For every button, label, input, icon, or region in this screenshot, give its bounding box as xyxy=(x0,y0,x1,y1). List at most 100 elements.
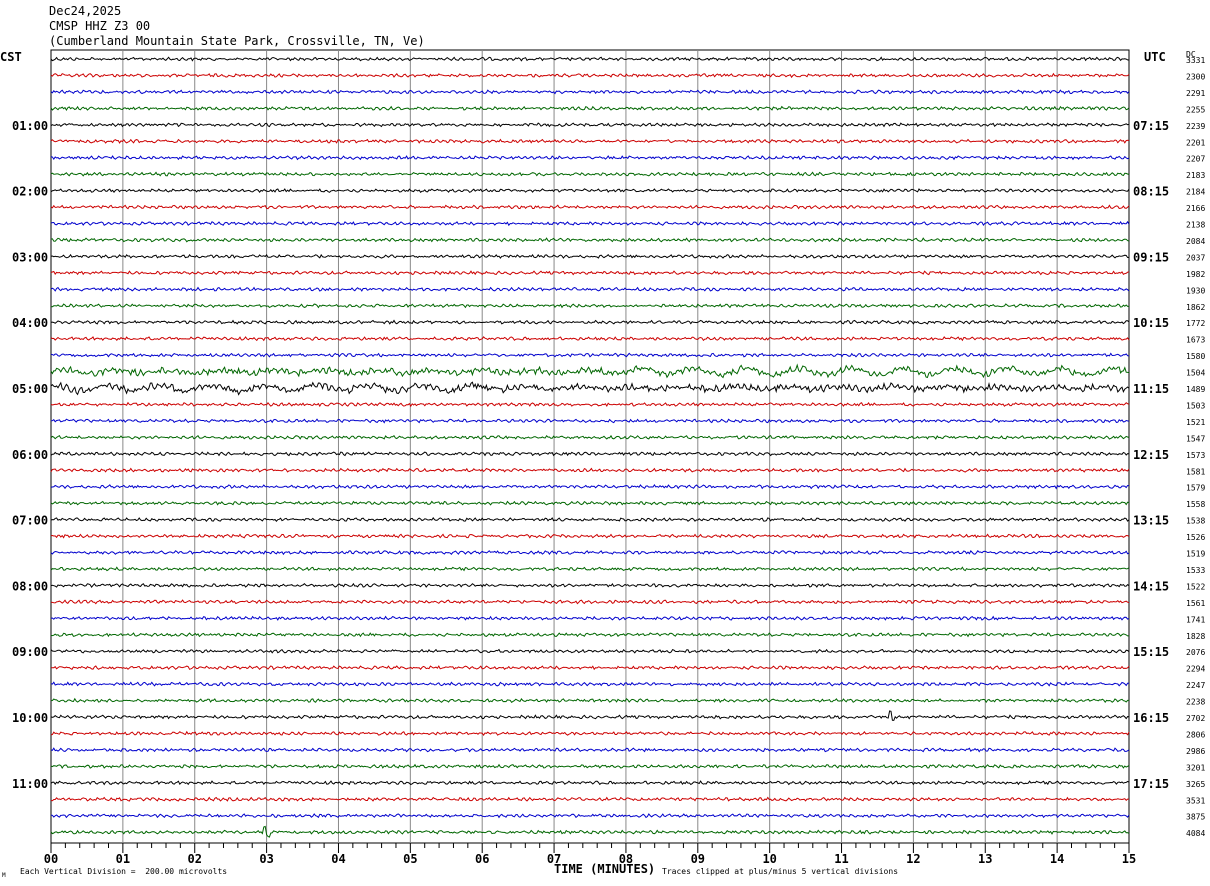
trace-row-47 xyxy=(50,813,1130,819)
x-tick-label-01: 01 xyxy=(116,852,130,866)
dc-offset-label: 1982 xyxy=(1186,270,1205,279)
dc-offset-label: 2184 xyxy=(1186,188,1205,197)
right-hour-label-13:15: 13:15 xyxy=(1133,514,1169,528)
dc-offset-label: 2300 xyxy=(1186,72,1205,81)
trace-row-32 xyxy=(50,566,1130,572)
x-tick-label-15: 15 xyxy=(1122,852,1136,866)
trace-row-8 xyxy=(50,171,1130,177)
x-tick-label-13: 13 xyxy=(978,852,992,866)
x-tick-label-04: 04 xyxy=(331,852,345,866)
trace-row-18 xyxy=(50,336,1130,342)
left-hour-label-01:00: 01:00 xyxy=(12,119,48,133)
right-hour-label-16:15: 16:15 xyxy=(1133,711,1169,725)
trace-row-9 xyxy=(50,188,1130,194)
dc-offset-label: 2702 xyxy=(1186,714,1205,723)
trace-row-43 xyxy=(50,747,1130,753)
right-hour-label-17:15: 17:15 xyxy=(1133,777,1169,791)
dc-offset-label: 1561 xyxy=(1186,599,1205,608)
dc-offset-label: 4084 xyxy=(1186,829,1205,838)
left-hour-label-07:00: 07:00 xyxy=(12,514,48,528)
x-tick-label-00: 00 xyxy=(44,852,58,866)
dc-offset-label: 1504 xyxy=(1186,369,1205,378)
dc-offset-label: 2201 xyxy=(1186,138,1205,147)
trace-row-17 xyxy=(50,319,1130,325)
trace-row-14 xyxy=(50,270,1130,276)
left-hour-label-09:00: 09:00 xyxy=(12,645,48,659)
right-hour-label-08:15: 08:15 xyxy=(1133,185,1169,199)
trace-row-3 xyxy=(50,89,1130,95)
trace-row-2 xyxy=(50,72,1130,79)
trace-row-24 xyxy=(50,434,1130,440)
x-tick-label-14: 14 xyxy=(1050,852,1064,866)
trace-row-19 xyxy=(50,352,1130,358)
dc-offset-label: 3201 xyxy=(1186,763,1205,772)
trace-row-34 xyxy=(50,599,1130,605)
x-tick-label-07: 07 xyxy=(547,852,561,866)
trace-row-11 xyxy=(50,220,1130,227)
dc-offset-label: 2255 xyxy=(1186,105,1205,114)
header-station: CMSP HHZ Z3 00 xyxy=(49,19,151,33)
dc-offset-label: 2207 xyxy=(1186,155,1205,164)
dc-offset-label: 1547 xyxy=(1186,434,1205,443)
right-hour-label-15:15: 15:15 xyxy=(1133,645,1169,659)
left-hour-label-11:00: 11:00 xyxy=(12,777,48,791)
trace-row-5 xyxy=(50,122,1130,128)
trace-row-28 xyxy=(50,500,1130,506)
trace-row-7 xyxy=(50,155,1130,161)
dc-column-label: DC xyxy=(1186,50,1196,59)
right-hour-label-12:15: 12:15 xyxy=(1133,448,1169,462)
dc-offset-label: 3531 xyxy=(1186,796,1205,805)
left-hour-label-06:00: 06:00 xyxy=(12,448,48,462)
dc-offset-label: 2076 xyxy=(1186,648,1205,657)
x-tick-label-05: 05 xyxy=(403,852,417,866)
dc-offset-label: 1573 xyxy=(1186,451,1205,460)
dc-offset-label: 2291 xyxy=(1186,89,1205,98)
trace-row-21 xyxy=(50,381,1130,396)
trace-row-10 xyxy=(50,204,1130,210)
dc-offset-label: 2166 xyxy=(1186,204,1205,213)
left-hour-label-08:00: 08:00 xyxy=(12,579,48,593)
trace-row-30 xyxy=(50,533,1130,539)
trace-row-46 xyxy=(50,796,1130,802)
trace-row-4 xyxy=(50,105,1130,111)
x-tick-label-03: 03 xyxy=(259,852,273,866)
dc-offset-label: 1580 xyxy=(1186,352,1205,361)
x-tick-label-12: 12 xyxy=(906,852,920,866)
right-timezone-label: UTC xyxy=(1144,50,1166,64)
right-hour-label-09:15: 09:15 xyxy=(1133,250,1169,264)
trace-row-48 xyxy=(50,825,1130,838)
dc-offset-label: 3875 xyxy=(1186,813,1205,822)
right-hour-label-07:15: 07:15 xyxy=(1133,119,1169,133)
trace-row-27 xyxy=(50,484,1130,490)
dc-offset-label: 1519 xyxy=(1186,550,1205,559)
trace-row-23 xyxy=(50,418,1130,424)
right-hour-label-10:15: 10:15 xyxy=(1133,316,1169,330)
trace-row-38 xyxy=(51,665,1130,671)
plot-frame xyxy=(50,49,1130,844)
right-hour-label-11:15: 11:15 xyxy=(1133,382,1169,396)
left-hour-label-04:00: 04:00 xyxy=(12,316,48,330)
left-hour-label-03:00: 03:00 xyxy=(12,250,48,264)
dc-offset-label: 2138 xyxy=(1186,221,1205,230)
dc-offset-label: 1558 xyxy=(1186,500,1205,509)
dc-offset-label: 1828 xyxy=(1186,632,1205,641)
x-tick-label-10: 10 xyxy=(762,852,776,866)
trace-row-6 xyxy=(50,138,1130,144)
trace-row-44 xyxy=(50,763,1130,769)
trace-row-16 xyxy=(51,303,1129,309)
left-hour-label-05:00: 05:00 xyxy=(12,382,48,396)
x-tick-label-02: 02 xyxy=(188,852,202,866)
dc-offset-label: 2806 xyxy=(1186,730,1205,739)
trace-row-37 xyxy=(50,648,1130,654)
dc-offset-label: 1741 xyxy=(1186,615,1205,624)
trace-row-20 xyxy=(50,363,1130,379)
trace-row-31 xyxy=(50,550,1130,556)
trace-row-1 xyxy=(50,56,1130,62)
trace-row-45 xyxy=(50,780,1130,786)
dc-offset-label: 1581 xyxy=(1186,467,1205,476)
dc-offset-label: 2183 xyxy=(1186,171,1205,180)
dc-offset-label: 2037 xyxy=(1186,253,1205,262)
x-tick-label-09: 09 xyxy=(691,852,705,866)
dc-offset-label: 1538 xyxy=(1186,517,1205,526)
trace-row-26 xyxy=(50,467,1130,473)
